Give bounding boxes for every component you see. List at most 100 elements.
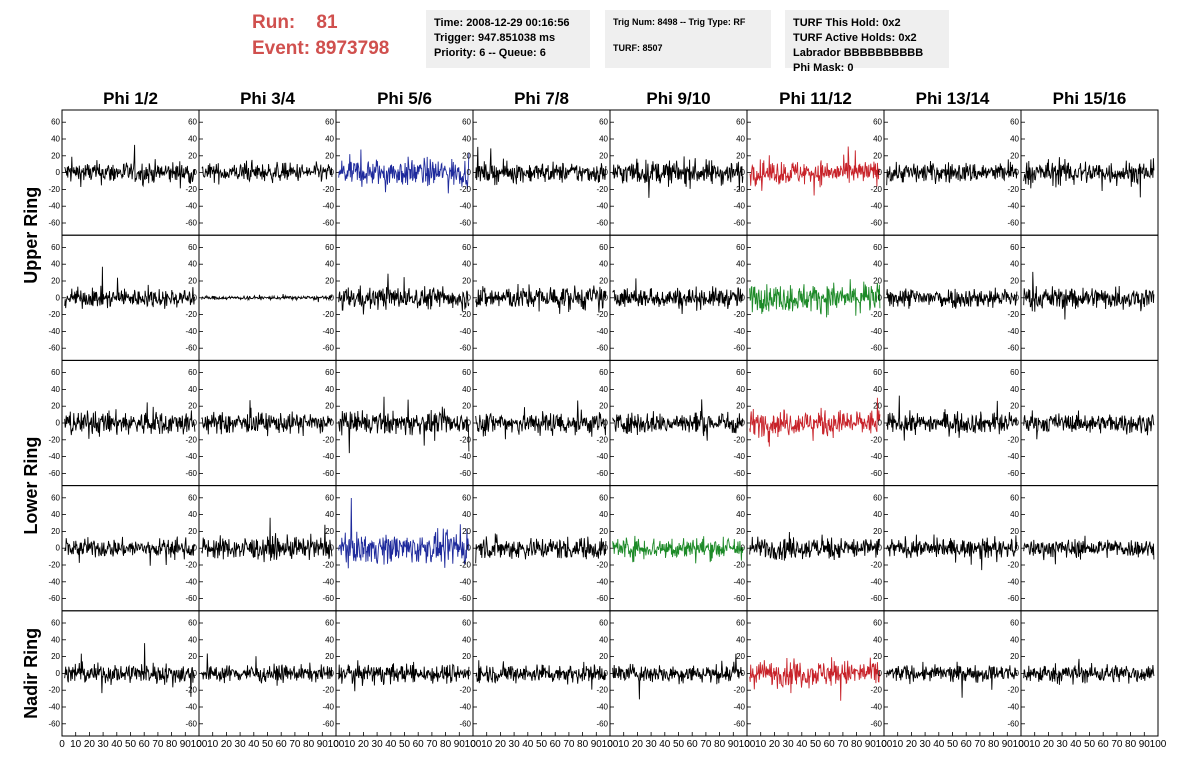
x-tick-label: 80 xyxy=(714,739,726,750)
y-tick-label: -20 xyxy=(870,561,882,570)
y-tick-label: -40 xyxy=(1007,703,1019,712)
y-tick-label: -40 xyxy=(1007,327,1019,336)
x-tick-label: 60 xyxy=(961,739,973,750)
y-tick-label: 0 xyxy=(467,293,472,302)
y-tick-label: 0 xyxy=(56,669,61,678)
y-tick-label: 20 xyxy=(51,151,60,160)
y-tick-label: -60 xyxy=(322,594,334,603)
y-tick-label: 0 xyxy=(878,168,883,177)
y-tick-label: 60 xyxy=(736,619,745,628)
x-tick-label: 70 xyxy=(1111,739,1123,750)
y-tick-label: 60 xyxy=(599,243,608,252)
y-tick-label: 40 xyxy=(325,385,334,394)
event-label: Event: xyxy=(252,38,311,59)
y-tick-label: 60 xyxy=(462,243,471,252)
waveform-trace xyxy=(338,660,470,692)
time-text: Time: 2008-12-29 00:16:56 xyxy=(434,17,570,29)
y-tick-label: -40 xyxy=(596,703,608,712)
y-tick-label: -20 xyxy=(733,185,745,194)
y-tick-label: -20 xyxy=(48,435,60,444)
y-tick-label: 40 xyxy=(736,260,745,269)
y-tick-label: 20 xyxy=(736,527,745,536)
x-tick-label: 10 xyxy=(1029,739,1041,750)
y-tick-label: 40 xyxy=(873,510,882,519)
y-tick-label: -40 xyxy=(596,577,608,586)
y-tick-label: 20 xyxy=(873,277,882,286)
y-tick-label: -40 xyxy=(870,327,882,336)
x-tick-label: 40 xyxy=(111,739,123,750)
y-tick-label: 60 xyxy=(325,493,334,502)
y-tick-label: -40 xyxy=(870,202,882,211)
y-tick-label: 60 xyxy=(873,243,882,252)
y-tick-label: -20 xyxy=(185,185,197,194)
column-header: Phi 3/4 xyxy=(240,89,295,108)
y-tick-label: -60 xyxy=(48,469,60,478)
y-tick-label: 20 xyxy=(736,652,745,661)
waveform-trace xyxy=(338,497,470,569)
x-tick-label: 60 xyxy=(413,739,425,750)
y-tick-label: -60 xyxy=(596,219,608,228)
y-tick-label: -60 xyxy=(733,219,745,228)
y-tick-label: 60 xyxy=(51,118,60,127)
waveform-trace xyxy=(886,395,1018,441)
y-tick-label: 20 xyxy=(325,527,334,536)
y-tick-label: 0 xyxy=(741,293,746,302)
waveform-trace xyxy=(886,159,1018,186)
x-tick-label: 90 xyxy=(317,739,329,750)
y-tick-label: 60 xyxy=(325,368,334,377)
turf-text: TURF: 8507 xyxy=(613,43,663,53)
waveform-trace xyxy=(749,279,881,318)
y-tick-label: 40 xyxy=(873,385,882,394)
x-tick-label: 0 xyxy=(1018,739,1024,750)
y-tick-label: -20 xyxy=(185,686,197,695)
y-tick-label: 60 xyxy=(873,368,882,377)
x-tick-label: 20 xyxy=(221,739,233,750)
y-tick-label: -60 xyxy=(870,469,882,478)
waveform-trace xyxy=(64,402,196,439)
column-header: Phi 5/6 xyxy=(377,89,432,108)
y-tick-label: -20 xyxy=(1007,185,1019,194)
x-tick-label: 60 xyxy=(550,739,562,750)
x-tick-label: 40 xyxy=(385,739,397,750)
waveform-trace xyxy=(201,400,333,437)
y-tick-label: -40 xyxy=(459,577,471,586)
row-label: Lower Ring xyxy=(21,437,41,535)
y-tick-label: 40 xyxy=(462,260,471,269)
run-line: Run: 81 xyxy=(252,10,422,36)
waveform-trace xyxy=(201,159,333,185)
y-tick-label: -40 xyxy=(1007,202,1019,211)
y-tick-label: 40 xyxy=(873,260,882,269)
phi-mask-text: Phi Mask: 0 xyxy=(793,62,854,74)
y-tick-label: -40 xyxy=(733,202,745,211)
y-tick-label: 0 xyxy=(1015,293,1020,302)
y-tick-label: 40 xyxy=(462,135,471,144)
y-tick-label: 20 xyxy=(188,527,197,536)
column-header: Phi 13/14 xyxy=(916,89,990,108)
x-tick-label: 60 xyxy=(139,739,151,750)
y-tick-label: 20 xyxy=(599,402,608,411)
y-tick-label: 0 xyxy=(330,544,335,553)
y-tick-label: -20 xyxy=(870,686,882,695)
y-tick-label: -20 xyxy=(48,686,60,695)
y-tick-label: 40 xyxy=(599,385,608,394)
y-tick-label: -60 xyxy=(185,594,197,603)
x-tick-label: 80 xyxy=(303,739,315,750)
x-tick-label: 70 xyxy=(700,739,712,750)
y-tick-label: -40 xyxy=(459,202,471,211)
y-tick-label: -20 xyxy=(459,310,471,319)
x-tick-label: 50 xyxy=(810,739,822,750)
y-tick-label: 40 xyxy=(188,135,197,144)
y-tick-label: -60 xyxy=(733,344,745,353)
y-tick-label: 60 xyxy=(188,493,197,502)
y-tick-label: 60 xyxy=(736,368,745,377)
y-tick-label: 20 xyxy=(462,527,471,536)
column-header: Phi 7/8 xyxy=(514,89,569,108)
x-tick-label: 100 xyxy=(739,739,756,750)
y-tick-label: -20 xyxy=(322,686,334,695)
waveform-trace xyxy=(64,643,196,697)
x-tick-label: 0 xyxy=(196,739,202,750)
y-tick-label: -40 xyxy=(48,452,60,461)
waveform-trace xyxy=(612,653,744,700)
y-tick-label: 60 xyxy=(736,118,745,127)
